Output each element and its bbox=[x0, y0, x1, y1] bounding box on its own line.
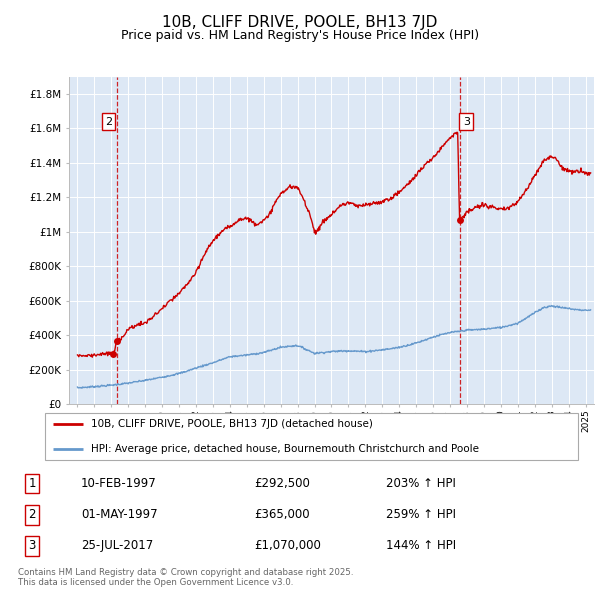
Text: 1: 1 bbox=[28, 477, 36, 490]
Text: 144% ↑ HPI: 144% ↑ HPI bbox=[386, 539, 457, 552]
Text: 2: 2 bbox=[28, 508, 36, 522]
Text: 3: 3 bbox=[463, 116, 470, 126]
Text: 10B, CLIFF DRIVE, POOLE, BH13 7JD: 10B, CLIFF DRIVE, POOLE, BH13 7JD bbox=[163, 15, 437, 30]
Text: 203% ↑ HPI: 203% ↑ HPI bbox=[386, 477, 456, 490]
Text: 25-JUL-2017: 25-JUL-2017 bbox=[81, 539, 154, 552]
Text: £1,070,000: £1,070,000 bbox=[254, 539, 321, 552]
Text: 3: 3 bbox=[28, 539, 36, 552]
Text: HPI: Average price, detached house, Bournemouth Christchurch and Poole: HPI: Average price, detached house, Bour… bbox=[91, 444, 479, 454]
Text: 10-FEB-1997: 10-FEB-1997 bbox=[81, 477, 157, 490]
Text: 259% ↑ HPI: 259% ↑ HPI bbox=[386, 508, 457, 522]
Text: 10B, CLIFF DRIVE, POOLE, BH13 7JD (detached house): 10B, CLIFF DRIVE, POOLE, BH13 7JD (detac… bbox=[91, 419, 373, 430]
Text: 01-MAY-1997: 01-MAY-1997 bbox=[81, 508, 158, 522]
FancyBboxPatch shape bbox=[45, 413, 578, 460]
Text: £365,000: £365,000 bbox=[254, 508, 310, 522]
Text: Price paid vs. HM Land Registry's House Price Index (HPI): Price paid vs. HM Land Registry's House … bbox=[121, 30, 479, 42]
Text: £292,500: £292,500 bbox=[254, 477, 310, 490]
Text: 2: 2 bbox=[105, 116, 112, 126]
Text: Contains HM Land Registry data © Crown copyright and database right 2025.
This d: Contains HM Land Registry data © Crown c… bbox=[18, 568, 353, 587]
